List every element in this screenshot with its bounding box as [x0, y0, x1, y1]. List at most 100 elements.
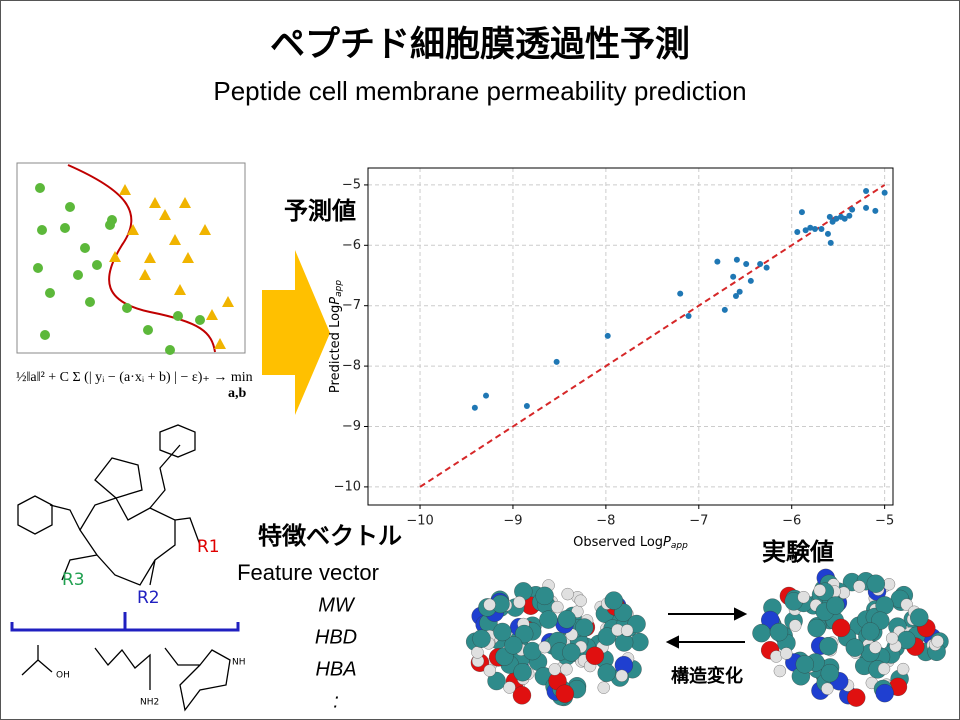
point: [677, 290, 684, 297]
x-tick-label: −5: [875, 514, 894, 529]
point: [743, 261, 750, 268]
atom: [512, 686, 532, 705]
atom: [780, 647, 793, 660]
ylabel-label: Predicted LogPapp: [328, 280, 344, 393]
atom: [513, 596, 526, 609]
svm-class-a: [173, 311, 183, 321]
svm-class-b: [149, 197, 161, 208]
point: [763, 264, 770, 271]
ylabel-part: Predicted Log: [328, 305, 343, 393]
svm-class-a: [73, 270, 83, 280]
atom: [597, 681, 610, 694]
y-tick-label: −8: [342, 359, 361, 374]
atom: [795, 655, 814, 674]
conformation-label: 構造変化: [671, 665, 743, 687]
x-tick-label: −10: [406, 514, 433, 529]
atom: [575, 618, 594, 637]
atom: [555, 684, 575, 703]
features-label: 特徴ベクトル: [258, 522, 402, 550]
svm-class-b: [214, 338, 226, 349]
y-tick-label: −10: [334, 479, 361, 494]
atom: [789, 619, 802, 632]
svm-class-a: [195, 315, 205, 325]
svm-class-a: [35, 183, 45, 193]
point: [824, 230, 831, 237]
point: [849, 206, 856, 213]
peptide-structure: [10, 424, 240, 712]
y-tick-label: −7: [342, 298, 361, 313]
ylabel-part: app: [334, 280, 344, 297]
svm-class-b: [179, 197, 191, 208]
atom: [483, 664, 496, 677]
atom: [875, 684, 894, 703]
y-tick-label: −9: [342, 419, 361, 434]
atom: [548, 663, 561, 676]
atom: [820, 663, 839, 683]
r3: R3: [62, 570, 85, 590]
ylabel-part: P: [328, 297, 343, 305]
formula-sub: a,b: [228, 386, 247, 401]
atom: [539, 610, 558, 629]
svm-class-b: [182, 252, 194, 263]
svm-class-b: [119, 184, 131, 195]
atom: [853, 580, 866, 593]
point: [811, 225, 818, 232]
atom: [866, 574, 885, 593]
svm-class-b: [199, 224, 211, 235]
atom: [769, 623, 789, 642]
svm-class-a: [92, 260, 102, 270]
svm-class-a: [85, 297, 95, 307]
point: [733, 256, 740, 263]
svm-class-b: [109, 251, 121, 262]
oh: OH: [56, 671, 70, 681]
atom: [819, 637, 838, 656]
svm-class-b: [222, 296, 234, 307]
point: [604, 332, 611, 339]
svm-class-a: [122, 303, 132, 313]
point: [714, 258, 721, 265]
point: [523, 402, 530, 409]
point: [841, 215, 848, 222]
x-tick-label: −6: [782, 514, 801, 529]
atom: [931, 635, 944, 648]
point: [827, 239, 834, 246]
atom: [604, 591, 623, 610]
point: [807, 224, 814, 231]
svm-class-a: [65, 202, 75, 212]
point: [826, 213, 833, 220]
svm-class-a: [40, 330, 50, 340]
point: [833, 215, 840, 222]
point: [863, 187, 870, 194]
point: [802, 227, 809, 234]
point: [721, 306, 728, 313]
point: [553, 358, 560, 365]
atom: [886, 632, 899, 645]
svm-class-a: [80, 243, 90, 253]
atom: [620, 624, 634, 637]
svm-class-b: [139, 269, 151, 280]
conformation-arrows: [665, 607, 748, 649]
subtitle: Peptide cell membrane permeability predi…: [213, 76, 746, 106]
svm-panel: [16, 162, 246, 355]
xlabel-label: Observed LogPapp: [573, 535, 688, 551]
svm-class-a: [143, 325, 153, 335]
svm-class-a: [165, 345, 175, 355]
title: ペプチド細胞膜透過性予測: [270, 25, 690, 65]
atom: [487, 671, 506, 691]
atom: [831, 618, 851, 638]
point: [818, 225, 825, 232]
atom: [523, 641, 542, 661]
svm-class-a: [60, 223, 70, 233]
atom: [560, 663, 573, 676]
svm-class-b: [174, 284, 186, 295]
y-tick-label: −5: [342, 177, 361, 192]
svm-class-a: [37, 225, 47, 235]
svm-class-b: [144, 252, 156, 263]
x-tick-label: −8: [596, 514, 615, 529]
point: [685, 312, 692, 319]
atom: [773, 664, 787, 678]
atom: [574, 594, 587, 607]
atom: [597, 663, 616, 682]
plot-frame: [367, 167, 894, 506]
point: [881, 189, 888, 196]
